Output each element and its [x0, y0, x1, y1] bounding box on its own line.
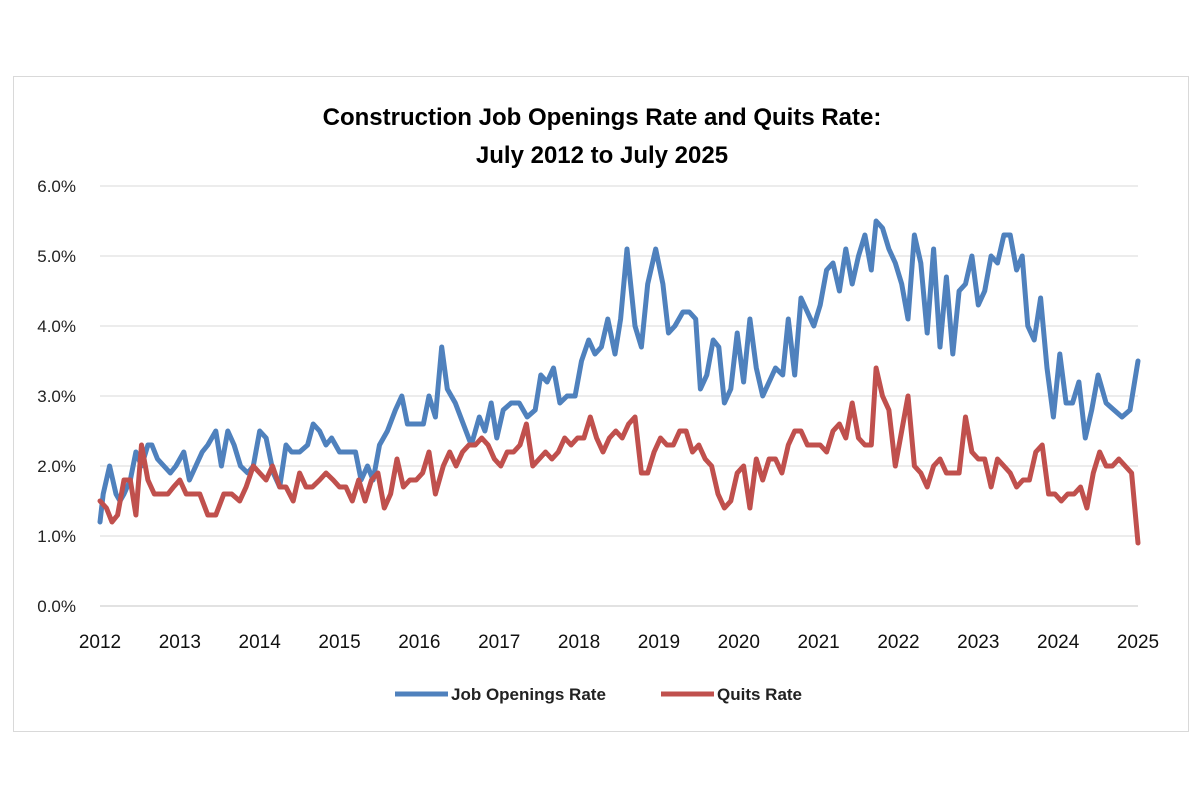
y-tick-label: 0.0% — [37, 597, 76, 616]
series-line-job-openings — [97, 218, 1141, 525]
x-tick-label: 2023 — [957, 632, 999, 653]
y-tick-label: 3.0% — [37, 387, 76, 406]
x-tick-label: 2015 — [318, 632, 360, 653]
line-chart: 0.0%1.0%2.0%3.0%4.0%5.0%6.0% 2012 2013 201… — [37, 104, 1159, 704]
x-tick-label: 2012 — [79, 632, 121, 653]
legend-label-quits: Quits Rate — [717, 685, 802, 704]
y-tick-label: 4.0% — [37, 317, 76, 336]
x-axis-tick-labels: 2012 2013 2014 2015 2016 2017 2018 2019 2020 2021… — [79, 632, 1159, 653]
x-tick-label: 2014 — [239, 632, 282, 653]
chart-frame: 0.0% 1.0% 2.0% 3.0% 4.0% 5.0% 6.0% 2012 2013 201… — [13, 76, 1189, 732]
x-tick-label: 2017 — [478, 632, 520, 653]
x-tick-label: 2021 — [797, 632, 839, 653]
y-tick-label: 6.0% — [37, 177, 76, 196]
x-tick-label: 2018 — [558, 632, 600, 653]
chart-title: Construction Job Openings Rate and Quits… — [323, 104, 882, 131]
legend-label-job-openings: Job Openings Rate — [451, 685, 606, 704]
chart-subtitle: July 2012 to July 2025 — [476, 142, 728, 169]
x-tick-label: 2024 — [1037, 632, 1080, 653]
y-axis-tick-labels: 0.0% 1.0% 2.0% 3.0% 4.0% 5.0% 6.0% — [37, 177, 76, 616]
x-tick-label: 2013 — [159, 632, 201, 653]
legend: Job Openings Rate Quits Rate — [395, 685, 802, 704]
y-tick-label: 5.0% — [37, 247, 76, 266]
x-tick-label: 2019 — [638, 632, 680, 653]
x-tick-label: 2016 — [398, 632, 440, 653]
x-tick-label: 2022 — [877, 632, 919, 653]
gridlines — [100, 185, 1138, 607]
y-tick-label: 2.0% — [37, 457, 76, 476]
x-tick-label: 2020 — [718, 632, 760, 653]
series-line-quits — [97, 365, 1141, 546]
x-tick-label: 2025 — [1117, 632, 1159, 653]
y-tick-label: 1.0% — [37, 527, 76, 546]
series-lines — [97, 218, 1141, 546]
